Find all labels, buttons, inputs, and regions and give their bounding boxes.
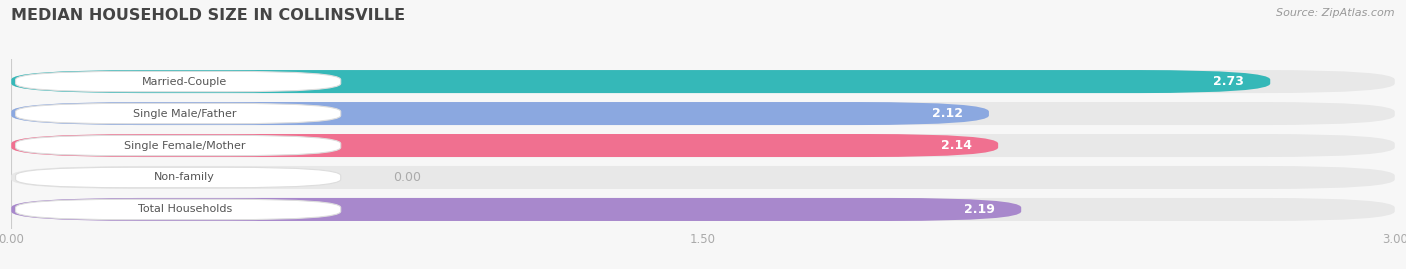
Text: Source: ZipAtlas.com: Source: ZipAtlas.com [1277, 8, 1395, 18]
FancyBboxPatch shape [11, 134, 998, 157]
FancyBboxPatch shape [11, 102, 988, 125]
Text: 0.00: 0.00 [392, 171, 420, 184]
Text: 2.14: 2.14 [941, 139, 972, 152]
Text: 2.73: 2.73 [1213, 75, 1244, 88]
FancyBboxPatch shape [11, 102, 1395, 125]
FancyBboxPatch shape [15, 103, 340, 124]
Text: Married-Couple: Married-Couple [142, 77, 228, 87]
Text: Single Female/Mother: Single Female/Mother [124, 140, 246, 151]
FancyBboxPatch shape [15, 135, 340, 156]
FancyBboxPatch shape [11, 166, 1395, 189]
FancyBboxPatch shape [15, 167, 340, 188]
Text: 2.12: 2.12 [932, 107, 963, 120]
FancyBboxPatch shape [11, 198, 1395, 221]
FancyBboxPatch shape [11, 70, 1270, 93]
FancyBboxPatch shape [11, 134, 1395, 157]
FancyBboxPatch shape [11, 70, 1395, 93]
Text: Single Male/Father: Single Male/Father [134, 108, 236, 119]
Text: 2.19: 2.19 [965, 203, 995, 216]
FancyBboxPatch shape [11, 198, 1021, 221]
FancyBboxPatch shape [15, 71, 340, 92]
Text: Non-family: Non-family [155, 172, 215, 182]
FancyBboxPatch shape [15, 199, 340, 220]
Text: Total Households: Total Households [138, 204, 232, 214]
Text: MEDIAN HOUSEHOLD SIZE IN COLLINSVILLE: MEDIAN HOUSEHOLD SIZE IN COLLINSVILLE [11, 8, 405, 23]
